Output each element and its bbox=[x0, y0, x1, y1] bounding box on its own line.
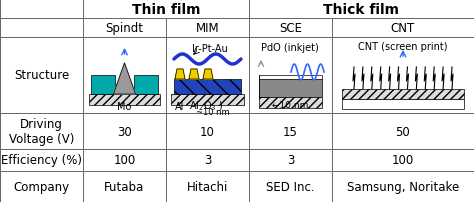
Bar bbox=[0, 38, 83, 114]
Text: Structure: Structure bbox=[14, 69, 69, 82]
Text: 3: 3 bbox=[287, 154, 294, 167]
Text: Thin film: Thin film bbox=[132, 2, 200, 16]
Bar bbox=[166, 114, 249, 149]
Bar bbox=[166, 38, 249, 114]
Text: Futaba: Futaba bbox=[104, 180, 145, 193]
Text: Efficiency (%): Efficiency (%) bbox=[1, 154, 82, 167]
Bar bbox=[171, 95, 244, 105]
Text: ←10 nm: ←10 nm bbox=[272, 101, 309, 110]
Bar bbox=[134, 76, 158, 95]
Bar bbox=[249, 149, 332, 171]
Text: 3: 3 bbox=[204, 154, 211, 167]
Text: Al$_2$O$_3$ ): Al$_2$O$_3$ ) bbox=[189, 99, 223, 112]
Bar bbox=[0, 0, 83, 19]
Bar bbox=[249, 0, 474, 19]
Bar bbox=[174, 80, 241, 95]
Bar bbox=[332, 19, 474, 38]
Bar bbox=[166, 149, 249, 171]
Bar bbox=[249, 114, 332, 149]
Text: 100: 100 bbox=[113, 154, 136, 167]
Bar bbox=[166, 19, 249, 38]
Polygon shape bbox=[189, 70, 199, 80]
Bar bbox=[259, 98, 322, 108]
Text: 10: 10 bbox=[200, 125, 215, 138]
Text: 15: 15 bbox=[283, 125, 298, 138]
Bar bbox=[83, 0, 249, 19]
Text: Company: Company bbox=[13, 180, 70, 193]
Bar bbox=[332, 149, 474, 171]
Bar bbox=[83, 19, 166, 38]
Text: CNT (screen print): CNT (screen print) bbox=[358, 42, 448, 52]
Bar bbox=[249, 19, 332, 38]
Bar bbox=[249, 171, 332, 202]
Bar bbox=[0, 171, 83, 202]
Bar bbox=[249, 38, 332, 114]
Text: MIM: MIM bbox=[196, 22, 219, 35]
Bar bbox=[0, 114, 83, 149]
Bar bbox=[259, 80, 322, 98]
Bar bbox=[342, 100, 464, 109]
Bar bbox=[332, 114, 474, 149]
Polygon shape bbox=[203, 70, 213, 80]
Bar bbox=[259, 76, 322, 80]
Text: PdO (inkjet): PdO (inkjet) bbox=[261, 43, 319, 53]
Text: Hitachi: Hitachi bbox=[187, 180, 228, 193]
Text: 100: 100 bbox=[392, 154, 414, 167]
Text: Samsung, Noritake: Samsung, Noritake bbox=[347, 180, 459, 193]
Text: Thick film: Thick film bbox=[323, 2, 400, 16]
Text: Mo: Mo bbox=[117, 101, 132, 112]
Bar bbox=[0, 149, 83, 171]
Text: Driving
Voltage (V): Driving Voltage (V) bbox=[9, 117, 74, 145]
Text: ~10 nm: ~10 nm bbox=[196, 108, 229, 117]
Bar bbox=[83, 171, 166, 202]
Text: Spindt: Spindt bbox=[106, 22, 144, 35]
Polygon shape bbox=[113, 64, 136, 95]
Bar bbox=[0, 19, 83, 38]
Text: CNT: CNT bbox=[391, 22, 415, 35]
Text: 30: 30 bbox=[117, 125, 132, 138]
Polygon shape bbox=[175, 70, 185, 80]
Bar bbox=[332, 171, 474, 202]
Bar bbox=[83, 149, 166, 171]
Bar bbox=[83, 114, 166, 149]
Bar bbox=[83, 38, 166, 114]
Bar bbox=[91, 76, 115, 95]
Text: SCE: SCE bbox=[279, 22, 302, 35]
Bar bbox=[342, 89, 464, 100]
Bar bbox=[166, 171, 249, 202]
Bar bbox=[332, 38, 474, 114]
Text: Al: Al bbox=[175, 101, 185, 112]
Text: Ir-Pt-Au: Ir-Pt-Au bbox=[191, 44, 228, 54]
Text: 50: 50 bbox=[396, 125, 410, 138]
Text: SED Inc.: SED Inc. bbox=[266, 180, 315, 193]
Bar bbox=[89, 95, 160, 105]
